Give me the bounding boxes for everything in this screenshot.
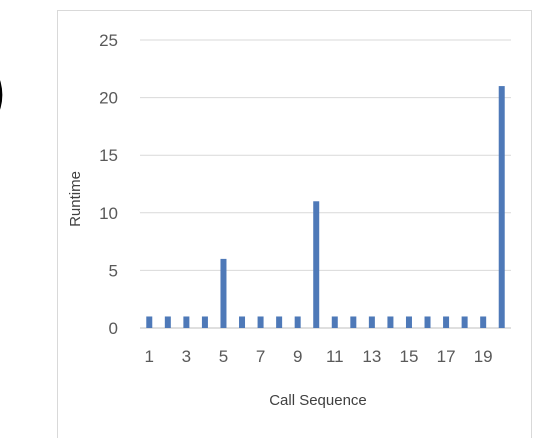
bar-call-2 (164, 316, 171, 328)
bar-call-1 (146, 316, 153, 328)
x-tick-label: 17 (437, 347, 456, 366)
gridlines (140, 39, 511, 329)
bar-call-12 (350, 316, 357, 328)
x-axis-title: Call Sequence (269, 392, 367, 409)
x-tick-label: 5 (219, 347, 228, 366)
bar-call-14 (387, 316, 394, 328)
bar-call-15 (405, 316, 412, 328)
y-tick-label: 20 (99, 89, 118, 108)
bar-call-20 (498, 86, 505, 328)
chart-area: 0 5 10 15 20 25 1 3 5 7 9 11 13 15 17 19 Runtime Call … (57, 10, 532, 438)
y-tick-label: 15 (99, 146, 118, 165)
bar-call-6 (239, 316, 246, 328)
bar-call-19 (480, 316, 487, 328)
bar-call-18 (461, 316, 468, 328)
x-tick-label: 1 (145, 347, 154, 366)
x-tick-label: 11 (326, 347, 344, 366)
y-axis-tick-labels: 0 5 10 15 20 25 (99, 31, 118, 338)
y-axis-title: Runtime (67, 171, 84, 227)
bar-call-5 (220, 258, 227, 328)
x-axis-tick-labels: 1 3 5 7 9 11 13 15 17 19 (145, 347, 493, 366)
cropped-parenthesis-text: ) (0, 64, 6, 122)
y-tick-label: 5 (109, 261, 118, 280)
bar-call-3 (183, 316, 190, 328)
x-tick-label: 9 (293, 347, 302, 366)
bar-call-13 (368, 316, 375, 328)
x-tick-label: 15 (400, 347, 419, 366)
bar-call-10 (313, 201, 320, 328)
bar-call-7 (257, 316, 264, 328)
bars (146, 86, 505, 328)
bar-call-16 (424, 316, 431, 328)
x-tick-label: 3 (182, 347, 191, 366)
bar-call-8 (276, 316, 283, 328)
x-tick-label: 13 (362, 347, 381, 366)
x-tick-label: 19 (474, 347, 493, 366)
bar-call-4 (201, 316, 208, 328)
bar-call-11 (331, 316, 338, 328)
bar-call-9 (294, 316, 301, 328)
y-tick-label: 25 (99, 31, 118, 50)
x-tick-label: 7 (256, 347, 265, 366)
y-tick-label: 0 (109, 319, 118, 338)
bar-call-17 (443, 316, 450, 328)
y-tick-label: 10 (99, 204, 118, 223)
